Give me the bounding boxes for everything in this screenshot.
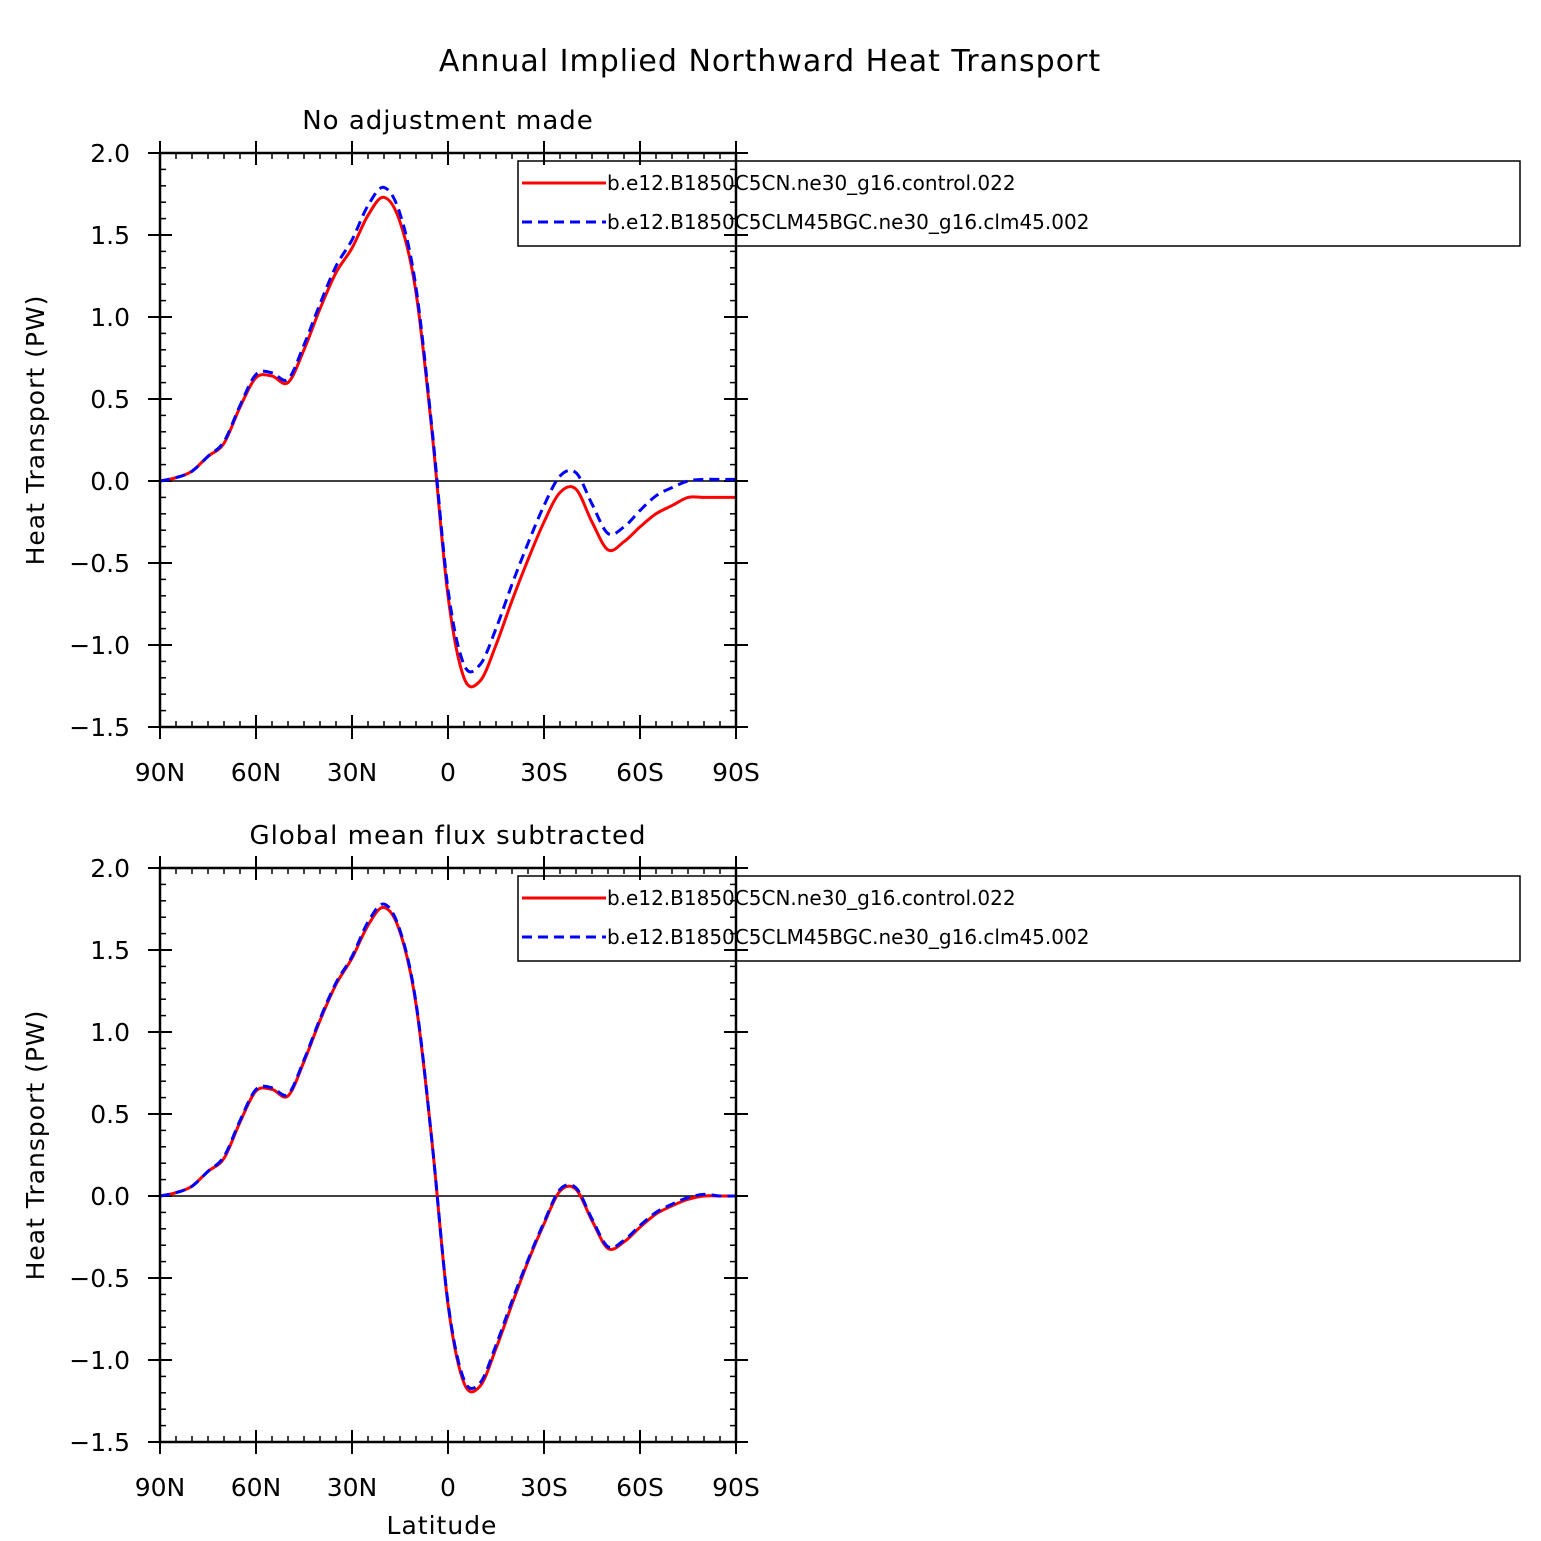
legend-label-1: b.e12.B1850C5CN.ne30_g16.control.022 bbox=[607, 886, 1016, 910]
y-tick-label: 0.0 bbox=[90, 1182, 130, 1211]
y-tick-label: −0.5 bbox=[69, 549, 130, 578]
x-axis-label: Latitude bbox=[387, 1511, 498, 1540]
legend-label-2: b.e12.B1850C5CLM45BGC.ne30_g16.clm45.002 bbox=[607, 210, 1089, 234]
panel-title: Global mean flux subtracted bbox=[249, 821, 646, 851]
y-tick-label: −1.0 bbox=[69, 1346, 130, 1375]
y-tick-label: 2.0 bbox=[90, 854, 130, 883]
legend: b.e12.B1850C5CN.ne30_g16.control.022 b.e1… bbox=[517, 875, 1521, 962]
chart-panel-1: No adjustment made 2.0 1.5 1.0 0.5 0.0 −0.5 −1.… bbox=[21, 106, 1521, 787]
plot-frame bbox=[158, 866, 738, 1444]
series-line-2 bbox=[159, 185, 736, 674]
x-tick-label: 60S bbox=[616, 758, 664, 787]
series-line-2 bbox=[159, 902, 737, 1390]
legend: b.e12.B1850C5CN.ne30_g16.control.022 b.e1… bbox=[517, 160, 1521, 247]
x-tick-label: 90S bbox=[712, 1473, 760, 1502]
y-tick-label: 0.0 bbox=[90, 467, 130, 496]
x-tick-label: 60N bbox=[231, 1473, 282, 1502]
y-tick-label: 2.0 bbox=[90, 139, 130, 168]
x-tick-label: 30N bbox=[327, 1473, 378, 1502]
y-tick-label: 0.5 bbox=[90, 385, 130, 414]
x-tick-label: 0 bbox=[440, 758, 456, 787]
y-tick-label: −0.5 bbox=[69, 1264, 130, 1293]
x-tick-label: 30N bbox=[327, 758, 378, 787]
y-axis-label: Heat Transport (PW) bbox=[21, 295, 50, 566]
legend-box bbox=[517, 160, 1521, 247]
x-tick-label: 60N bbox=[231, 758, 282, 787]
x-tick-label: 90S bbox=[712, 758, 760, 787]
legend-label-1: b.e12.B1850C5CN.ne30_g16.control.022 bbox=[607, 171, 1016, 195]
y-tick-label: −1.0 bbox=[69, 631, 130, 660]
figure-title: Annual Implied Northward Heat Transport bbox=[439, 44, 1101, 79]
y-tick-label: −1.5 bbox=[69, 1428, 130, 1457]
x-tick-label: 30S bbox=[520, 1473, 568, 1502]
x-tick-label: 30S bbox=[520, 758, 568, 787]
y-tick-label: −1.5 bbox=[69, 713, 130, 742]
series-line-1 bbox=[159, 905, 736, 1394]
y-tick-label: 1.5 bbox=[90, 221, 130, 250]
plot-frame bbox=[158, 151, 738, 729]
panel-title: No adjustment made bbox=[302, 106, 594, 136]
series-line-1 bbox=[159, 195, 736, 689]
y-tick-label: 1.0 bbox=[90, 1018, 130, 1047]
y-tick-label: 1.5 bbox=[90, 936, 130, 965]
y-tick-label: 1.0 bbox=[90, 303, 130, 332]
x-tick-label: 60S bbox=[616, 1473, 664, 1502]
y-tick-label: 0.5 bbox=[90, 1100, 130, 1129]
chart-panel-2: Global mean flux subtracted 2.0 1.5 1.0 0.5 0… bbox=[21, 821, 1521, 1540]
legend-label-2: b.e12.B1850C5CLM45BGC.ne30_g16.clm45.002 bbox=[607, 925, 1089, 949]
y-axis-label: Heat Transport (PW) bbox=[21, 1010, 50, 1281]
x-tick-label: 0 bbox=[440, 1473, 456, 1502]
x-tick-label: 90N bbox=[135, 758, 186, 787]
x-tick-label: 90N bbox=[135, 1473, 186, 1502]
legend-box bbox=[517, 875, 1521, 962]
